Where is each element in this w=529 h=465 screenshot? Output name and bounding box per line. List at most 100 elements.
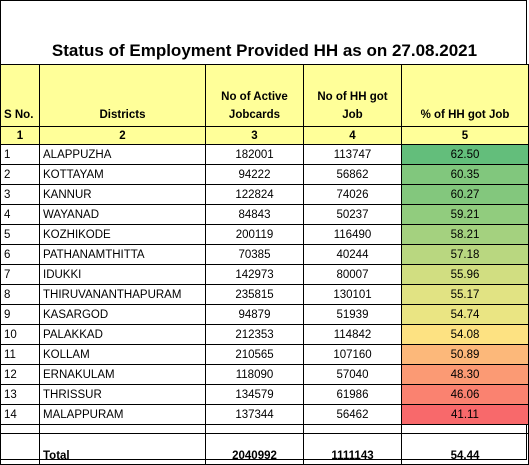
row-district: ERNAKULAM xyxy=(39,364,206,385)
row-sno: 8 xyxy=(0,284,40,305)
column-number-row: 1 2 3 4 5 xyxy=(0,126,529,145)
row-pct: 50.89 xyxy=(401,344,529,365)
total-hh-got-job: 1111143 xyxy=(303,433,402,465)
table-row: 11 KOLLAM 210565 107160 50.89 xyxy=(0,344,529,365)
column-number: 3 xyxy=(205,126,304,145)
row-district: THIRUVANANTHAPURAM xyxy=(39,284,206,305)
row-pct: 48.30 xyxy=(401,364,529,385)
page-title: Status of Employment Provided HH as on 2… xyxy=(51,41,478,60)
header-hh-got-job: No of HH got Job xyxy=(303,64,402,127)
row-sno: 1 xyxy=(0,144,40,165)
row-hh-got-job: 74026 xyxy=(303,184,402,205)
spacer-row xyxy=(0,424,529,434)
row-sno: 12 xyxy=(0,364,40,385)
row-active-jobcards: 70385 xyxy=(205,244,304,265)
row-hh-got-job: 61986 xyxy=(303,384,402,405)
row-active-jobcards: 84843 xyxy=(205,204,304,225)
row-hh-got-job: 40244 xyxy=(303,244,402,265)
row-hh-got-job: 50237 xyxy=(303,204,402,225)
row-hh-got-job: 114842 xyxy=(303,324,402,345)
table-row: 12 ERNAKULAM 118090 57040 48.30 xyxy=(0,364,529,385)
header-active-line2: Jobcards xyxy=(228,109,281,121)
row-pct: 62.50 xyxy=(401,144,529,165)
row-pct: 54.74 xyxy=(401,304,529,325)
table-row: 14 MALAPPURAM 137344 56462 41.11 xyxy=(0,404,529,425)
row-hh-got-job: 56462 xyxy=(303,404,402,425)
header-row: S No. Districts No of Active Jobcards No… xyxy=(0,64,529,127)
header-sno: S No. xyxy=(0,64,40,127)
row-pct: 54.08 xyxy=(401,324,529,345)
table-row: 9 KASARGOD 94879 51939 54.74 xyxy=(0,304,529,325)
row-pct: 59.21 xyxy=(401,204,529,225)
row-active-jobcards: 210565 xyxy=(205,344,304,365)
row-sno: 6 xyxy=(0,244,40,265)
row-pct: 55.17 xyxy=(401,284,529,305)
total-pct: 54.44 xyxy=(401,433,529,465)
row-district: PALAKKAD xyxy=(39,324,206,345)
row-hh-got-job: 113747 xyxy=(303,144,402,165)
table-body: 1 ALAPPUZHA 182001 113747 62.50 2 KOTTAYAM 9422… xyxy=(0,144,529,425)
row-sno: 10 xyxy=(0,324,40,345)
column-number: 4 xyxy=(303,126,402,145)
row-sno: 11 xyxy=(0,344,40,365)
row-active-jobcards: 235815 xyxy=(205,284,304,305)
row-sno: 13 xyxy=(0,384,40,405)
header-pct: % of HH got Job xyxy=(401,64,529,127)
row-sno: 14 xyxy=(0,404,40,425)
total-active-jobcards: 2040992 xyxy=(205,433,304,465)
row-hh-got-job: 80007 xyxy=(303,264,402,285)
row-sno: 3 xyxy=(0,184,40,205)
row-sno: 9 xyxy=(0,304,40,325)
table-row: 4 WAYANAD 84843 50237 59.21 xyxy=(0,204,529,225)
table-row: 13 THRISSUR 134579 61986 46.06 xyxy=(0,384,529,405)
row-active-jobcards: 182001 xyxy=(205,144,304,165)
total-label: Total xyxy=(39,433,206,465)
row-active-jobcards: 137344 xyxy=(205,404,304,425)
row-district: KANNUR xyxy=(39,184,206,205)
row-district: MALAPPURAM xyxy=(39,404,206,425)
row-active-jobcards: 94222 xyxy=(205,164,304,185)
row-district: IDUKKI xyxy=(39,264,206,285)
row-hh-got-job: 51939 xyxy=(303,304,402,325)
row-hh-got-job: 56862 xyxy=(303,164,402,185)
row-active-jobcards: 200119 xyxy=(205,224,304,245)
row-pct: 60.27 xyxy=(401,184,529,205)
total-sno-cell xyxy=(0,433,40,465)
header-active-line1: No of Active xyxy=(221,91,288,103)
row-hh-got-job: 107160 xyxy=(303,344,402,365)
row-district: WAYANAD xyxy=(39,204,206,225)
row-district: KOZHIKODE xyxy=(39,224,206,245)
row-district: THRISSUR xyxy=(39,384,206,405)
table-row: 3 KANNUR 122824 74026 60.27 xyxy=(0,184,529,205)
row-hh-got-job: 116490 xyxy=(303,224,402,245)
row-pct: 58.21 xyxy=(401,224,529,245)
table-row: 7 IDUKKI 142973 80007 55.96 xyxy=(0,264,529,285)
row-district: PATHANAMTHITTA xyxy=(39,244,206,265)
header-hh-line1: No of HH got xyxy=(317,91,388,103)
row-sno: 7 xyxy=(0,264,40,285)
employment-table: S No. Districts No of Active Jobcards No… xyxy=(0,64,529,465)
row-pct: 41.11 xyxy=(401,404,529,425)
total-row: Total 2040992 1111143 54.44 xyxy=(0,433,529,465)
row-district: KOLLAM xyxy=(39,344,206,365)
row-district: KASARGOD xyxy=(39,304,206,325)
row-active-jobcards: 94879 xyxy=(205,304,304,325)
row-sno: 5 xyxy=(0,224,40,245)
row-sno: 4 xyxy=(0,204,40,225)
table-row: 6 PATHANAMTHITTA 70385 40244 57.18 xyxy=(0,244,529,265)
header-hh-line2: Job xyxy=(342,109,363,121)
column-number: 1 xyxy=(0,126,40,145)
row-pct: 57.18 xyxy=(401,244,529,265)
row-active-jobcards: 122824 xyxy=(205,184,304,205)
table-row: 10 PALAKKAD 212353 114842 54.08 xyxy=(0,324,529,345)
row-hh-got-job: 130101 xyxy=(303,284,402,305)
column-number: 5 xyxy=(401,126,529,145)
table-row: 2 KOTTAYAM 94222 56862 60.35 xyxy=(0,164,529,185)
row-district: ALAPPUZHA xyxy=(39,144,206,165)
row-hh-got-job: 57040 xyxy=(303,364,402,385)
row-pct: 60.35 xyxy=(401,164,529,185)
table-row: 1 ALAPPUZHA 182001 113747 62.50 xyxy=(0,144,529,165)
column-number: 2 xyxy=(39,126,206,145)
row-active-jobcards: 142973 xyxy=(205,264,304,285)
